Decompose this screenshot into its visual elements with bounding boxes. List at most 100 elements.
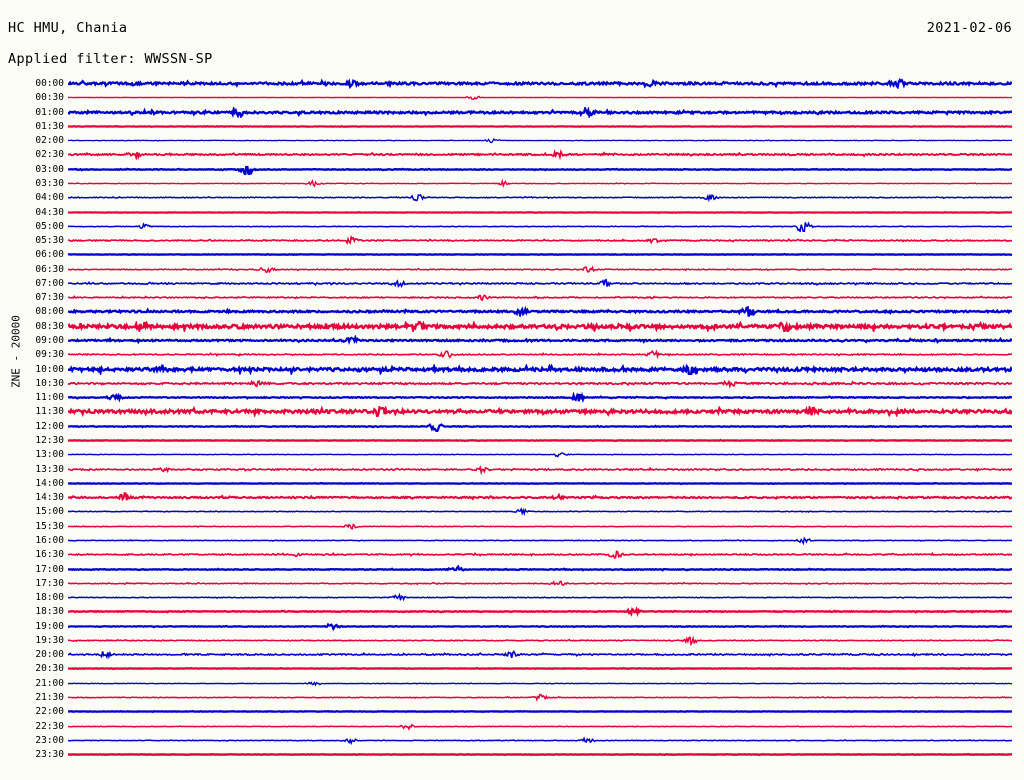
seismic-trace bbox=[68, 678, 1012, 689]
trace-row: 15:00 bbox=[0, 506, 1024, 520]
trace-row: 09:30 bbox=[0, 349, 1024, 363]
seismic-trace bbox=[68, 549, 1012, 560]
time-tick-label: 08:30 bbox=[35, 320, 64, 332]
trace-row: 18:30 bbox=[0, 606, 1024, 620]
time-tick-label: 09:00 bbox=[35, 335, 64, 347]
time-tick-label: 00:00 bbox=[35, 78, 64, 89]
seismic-trace bbox=[68, 164, 1012, 175]
trace-row: 08:30 bbox=[0, 320, 1024, 335]
seismic-trace bbox=[68, 435, 1012, 446]
seismic-trace bbox=[68, 378, 1012, 389]
time-tick-label: 12:30 bbox=[35, 435, 64, 446]
time-tick-label: 09:30 bbox=[35, 349, 64, 361]
seismic-trace bbox=[68, 478, 1012, 489]
trace-row: 06:00 bbox=[0, 249, 1024, 263]
trace-row: 21:00 bbox=[0, 678, 1024, 692]
seismic-trace bbox=[68, 649, 1012, 660]
trace-row: 20:30 bbox=[0, 663, 1024, 677]
seismic-trace bbox=[68, 735, 1012, 746]
seismic-trace bbox=[68, 564, 1012, 575]
seismic-trace bbox=[68, 635, 1012, 646]
time-tick-label: 22:00 bbox=[35, 706, 64, 718]
time-tick-label: 16:00 bbox=[35, 534, 64, 546]
seismic-trace bbox=[68, 449, 1012, 460]
trace-row: 17:00 bbox=[0, 564, 1024, 578]
trace-row: 23:00 bbox=[0, 735, 1024, 749]
seismic-trace bbox=[68, 392, 1012, 404]
seismic-trace bbox=[68, 292, 1012, 303]
trace-row: 02:00 bbox=[0, 135, 1024, 149]
time-tick-label: 21:00 bbox=[35, 677, 64, 689]
time-tick-label: 05:30 bbox=[35, 235, 64, 247]
seismic-trace bbox=[68, 221, 1012, 232]
trace-row: 19:30 bbox=[0, 635, 1024, 649]
trace-row: 12:30 bbox=[0, 435, 1024, 449]
trace-row: 05:00 bbox=[0, 221, 1024, 235]
seismic-trace bbox=[68, 721, 1012, 732]
seismic-trace bbox=[68, 264, 1012, 275]
seismic-trace bbox=[68, 207, 1012, 218]
seismic-trace bbox=[68, 178, 1012, 189]
seismic-trace bbox=[68, 749, 1012, 760]
trace-row: 09:00 bbox=[0, 335, 1024, 349]
record-date: 2021-02-06 bbox=[926, 20, 1012, 36]
trace-row: 10:30 bbox=[0, 378, 1024, 392]
seismic-trace bbox=[68, 421, 1012, 432]
time-tick-label: 06:30 bbox=[35, 263, 64, 275]
trace-row: 19:00 bbox=[0, 621, 1024, 635]
time-tick-label: 17:00 bbox=[35, 563, 64, 575]
time-tick-label: 02:00 bbox=[35, 135, 64, 147]
time-tick-label: 03:00 bbox=[35, 163, 64, 175]
time-tick-label: 13:30 bbox=[35, 463, 64, 475]
seismic-trace bbox=[68, 78, 1012, 89]
seismic-trace bbox=[68, 363, 1012, 375]
time-tick-label: 20:30 bbox=[35, 663, 64, 675]
time-tick-label: 10:00 bbox=[35, 363, 64, 375]
time-tick-label: 21:30 bbox=[35, 692, 64, 704]
time-tick-label: 04:00 bbox=[35, 192, 64, 204]
trace-row: 20:00 bbox=[0, 649, 1024, 663]
seismic-trace bbox=[68, 235, 1012, 246]
seismic-trace bbox=[68, 121, 1012, 132]
trace-row: 10:00 bbox=[0, 363, 1024, 378]
time-tick-label: 11:30 bbox=[35, 406, 64, 418]
seismic-trace bbox=[68, 349, 1012, 360]
trace-row: 23:30 bbox=[0, 749, 1024, 763]
trace-row: 04:30 bbox=[0, 207, 1024, 221]
trace-row: 00:00 bbox=[0, 78, 1024, 92]
trace-row: 13:00 bbox=[0, 449, 1024, 463]
trace-row: 16:30 bbox=[0, 549, 1024, 563]
trace-row: 08:00 bbox=[0, 306, 1024, 320]
time-tick-label: 06:00 bbox=[35, 249, 64, 261]
seismic-trace bbox=[68, 506, 1012, 517]
seismic-trace bbox=[68, 706, 1012, 717]
time-tick-label: 15:30 bbox=[35, 520, 64, 532]
time-tick-label: 07:30 bbox=[35, 292, 64, 304]
seismic-trace bbox=[68, 149, 1012, 161]
time-tick-label: 18:30 bbox=[35, 606, 64, 618]
trace-row: 17:30 bbox=[0, 578, 1024, 592]
trace-row: 03:30 bbox=[0, 178, 1024, 192]
seismic-trace bbox=[68, 192, 1012, 203]
trace-row: 21:30 bbox=[0, 692, 1024, 706]
trace-row: 16:00 bbox=[0, 535, 1024, 549]
time-tick-label: 15:00 bbox=[35, 506, 64, 518]
trace-row: 11:00 bbox=[0, 392, 1024, 406]
seismic-trace bbox=[68, 692, 1012, 703]
trace-row: 07:00 bbox=[0, 278, 1024, 292]
seismic-trace bbox=[68, 92, 1012, 103]
time-tick-label: 23:30 bbox=[35, 749, 64, 761]
trace-row: 03:00 bbox=[0, 164, 1024, 178]
trace-row: 14:30 bbox=[0, 492, 1024, 506]
trace-row: 11:30 bbox=[0, 406, 1024, 420]
seismic-trace bbox=[68, 535, 1012, 546]
trace-row: 06:30 bbox=[0, 264, 1024, 278]
time-tick-label: 20:00 bbox=[35, 649, 64, 661]
time-tick-label: 18:00 bbox=[35, 592, 64, 604]
time-tick-label: 19:00 bbox=[35, 620, 64, 632]
seismic-trace bbox=[68, 521, 1012, 532]
trace-row: 04:00 bbox=[0, 192, 1024, 206]
time-tick-label: 14:30 bbox=[35, 492, 64, 504]
time-tick-label: 04:30 bbox=[35, 206, 64, 218]
seismic-trace bbox=[68, 578, 1012, 589]
